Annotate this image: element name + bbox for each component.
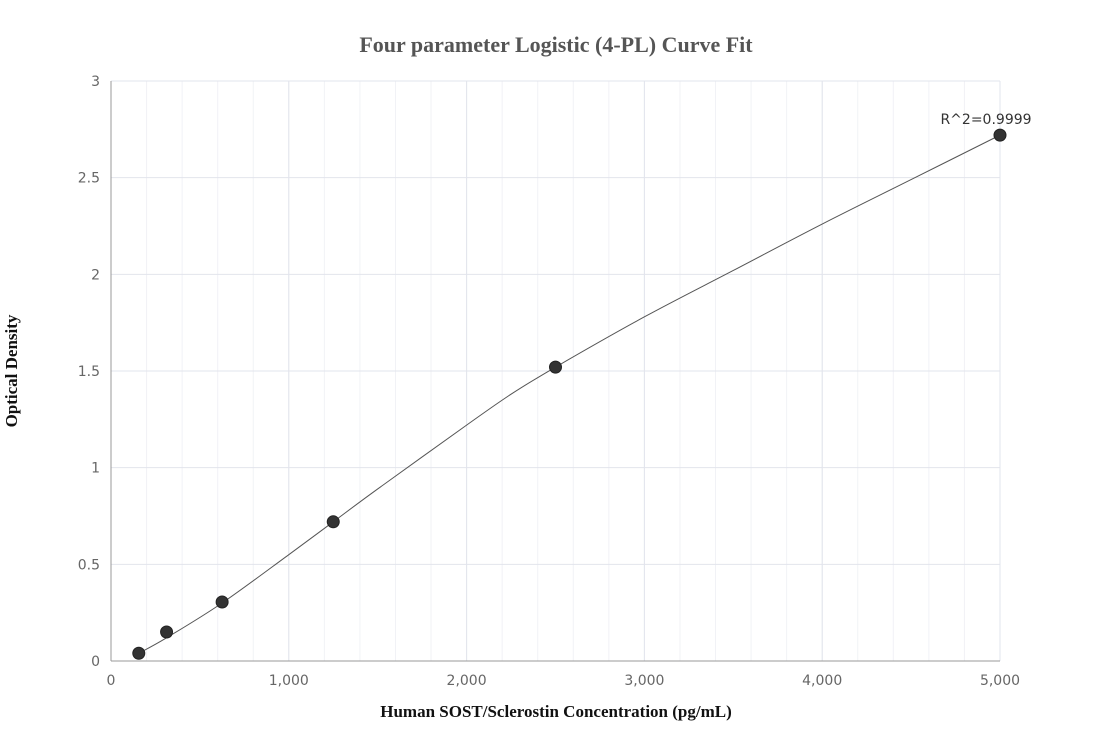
y-axis-title: Optical Density (2, 314, 21, 427)
y-tick-label: 3 (91, 74, 100, 90)
data-point (160, 625, 174, 639)
y-tick-label: 0.5 (78, 557, 100, 573)
x-tick-label: 1,000 (269, 673, 309, 689)
y-tick-label: 1.5 (78, 364, 100, 380)
data-points (132, 128, 1007, 660)
y-tick-label: 2 (91, 267, 100, 283)
axes (110, 81, 1000, 662)
chart-title: Four parameter Logistic (4-PL) Curve Fit (359, 32, 753, 57)
x-tick-label: 5,000 (980, 673, 1020, 689)
x-tick-label: 0 (107, 673, 116, 689)
y-tick-label: 1 (91, 461, 100, 477)
data-point (132, 646, 146, 660)
x-axis-ticks: 0 1,000 2,000 3,000 4,000 5,000 (107, 673, 1021, 689)
x-tick-label: 3,000 (624, 673, 664, 689)
data-point (993, 128, 1007, 142)
fit-curve-line (138, 134, 1001, 654)
y-tick-label: 0 (91, 654, 100, 670)
data-point (326, 515, 340, 529)
data-point (549, 360, 562, 374)
y-tick-label: 2.5 (78, 171, 100, 187)
r-squared-annotation: R^2=0.9999 (940, 112, 1031, 128)
x-tick-label: 4,000 (802, 673, 842, 689)
x-tick-label: 2,000 (447, 673, 487, 689)
fit-curve-layer (138, 134, 1001, 654)
data-point (215, 595, 229, 609)
y-axis-ticks: 0 0.5 1 1.5 2 2.5 3 (78, 74, 100, 670)
x-axis-title: Human SOST/Sclerostin Concentration (pg/… (380, 702, 732, 721)
